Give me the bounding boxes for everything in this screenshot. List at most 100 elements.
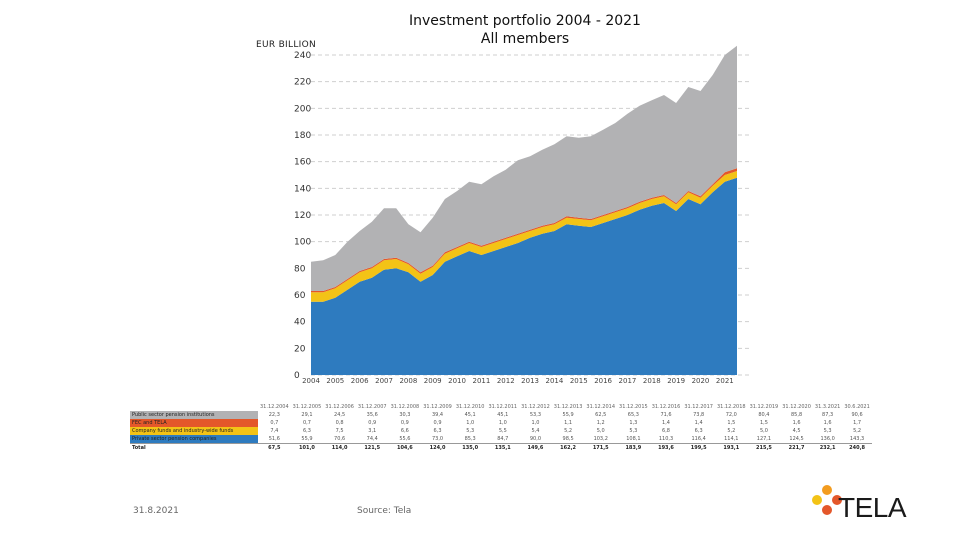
table-cell: 127,1 (756, 436, 772, 442)
table-header-row: 31.12.2004 31.12.2005 31.12.2006 31.12.2007… (130, 403, 872, 411)
x-tick-label: 2010 (448, 377, 466, 385)
table-total-label: Total (130, 443, 258, 452)
x-tick-label: 2020 (692, 377, 710, 385)
table-header-cell: 31.12.2006 (325, 404, 354, 410)
table-total-cell: 101,0 (290, 443, 324, 452)
data-table: 31.12.2004 31.12.2005 31.12.2006 31.12.2007… (130, 403, 872, 452)
table-header-cell: 31.12.2020 (782, 404, 811, 410)
footer-date: 31.8.2021 (133, 506, 179, 516)
table-cell: 62,5 (595, 412, 607, 418)
table-cell: 1,4 (662, 420, 670, 426)
table-header-cell: 31.12.2017 (684, 404, 713, 410)
table-row-label: Company funds and industry-wide funds (130, 427, 258, 435)
table-header-cell: 31.12.2009 (423, 404, 452, 410)
table-cell: 51,6 (268, 436, 280, 442)
table-cell: 45,1 (464, 412, 476, 418)
table-cell: 1,3 (629, 420, 638, 426)
table-header-cell: 31.12.2011 (488, 404, 518, 410)
table-cell: 1,7 (853, 420, 862, 426)
table-cell: 6,3 (302, 428, 311, 434)
x-tick-label: 2014 (546, 377, 564, 385)
table-cell: 143,3 (849, 436, 865, 442)
table-cell: 0,8 (335, 420, 344, 426)
table-cell: 87,3 (822, 412, 834, 418)
table-total-cell: 149,6 (519, 443, 552, 452)
area-series-0 (311, 177, 737, 375)
table-cell: 70,6 (334, 436, 346, 442)
table-cell: 0,9 (368, 420, 377, 426)
table-cell: 74,4 (366, 436, 378, 442)
table-total-cell: 215,5 (747, 443, 781, 452)
table-cell: 1,6 (823, 420, 832, 426)
table-cell: 45,1 (497, 412, 509, 418)
table-cell: 1,0 (466, 420, 475, 426)
table-cell: 1,1 (564, 420, 573, 426)
x-tick-label: 2006 (351, 377, 369, 385)
table-cell: 29,1 (301, 412, 313, 418)
table-row: FEC and TELA 0,7 0,7 0,8 0,9 0,9 0,9 1,0 1,0 1,0 1… (130, 419, 872, 427)
y-tick-label: 240 (294, 51, 311, 61)
table-total-cell: 135,0 (453, 443, 487, 452)
table-row: Public sector pension institutions 22,3 29… (130, 411, 872, 419)
table-cell: 1,2 (596, 420, 605, 426)
table-cell: 85,3 (464, 436, 476, 442)
table-cell: 5,0 (759, 428, 768, 434)
table-cell: 55,9 (562, 412, 574, 418)
y-axis-label: EUR BILLION (256, 40, 317, 50)
x-tick-label: 2008 (399, 377, 417, 385)
table-header-corner (130, 403, 258, 411)
y-tick-label: 140 (294, 184, 311, 194)
table-header-cell: 31.12.2015 (619, 404, 648, 410)
table-cell: 73,0 (431, 436, 444, 442)
table-cell: 98,5 (562, 436, 574, 442)
table-header-cell: 31.12.2004 (260, 404, 289, 410)
table-cell: 5,3 (823, 428, 832, 434)
y-tick-label: 60 (294, 291, 306, 301)
table-cell: 5,2 (564, 428, 573, 434)
table-cell: 7,5 (335, 428, 344, 434)
table-cell: 1,5 (759, 420, 768, 426)
table-header-cell: 31.12.2016 (651, 404, 681, 410)
table-cell: 5,2 (727, 428, 736, 434)
table-cell: 5,4 (531, 428, 540, 434)
logo-text: TELA (838, 492, 907, 523)
table-total-cell: 193,6 (649, 443, 683, 452)
chart-title-main: Investment portfolio 2004 - 2021 (409, 13, 641, 29)
table-cell: 6,8 (662, 428, 670, 434)
table-total-cell: 183,9 (617, 443, 650, 452)
table-header-cell: 31.12.2007 (357, 404, 387, 410)
table-header-cell: 31.12.2013 (553, 404, 583, 410)
table-cell: 1,0 (498, 420, 507, 426)
table-header-cell: 31.12.2010 (455, 404, 485, 410)
x-tick-label: 2021 (716, 377, 734, 385)
x-tick-label: 2012 (497, 377, 515, 385)
table-cell: 80,4 (758, 412, 770, 418)
table-header-cell: 31.12.2005 (292, 404, 322, 410)
x-tick-label: 2009 (424, 377, 442, 385)
table-cell: 73,8 (693, 412, 705, 418)
x-tick-label: 2013 (521, 377, 539, 385)
x-tick-label: 2017 (619, 377, 637, 385)
table-cell: 136,0 (820, 436, 835, 442)
table-cell: 103,2 (593, 436, 608, 442)
y-tick-label: 160 (294, 158, 311, 168)
table-total-cell: 67,5 (258, 443, 291, 452)
table-total-cell: 114,0 (323, 443, 356, 452)
y-tick-label: 200 (294, 104, 311, 114)
table-cell: 30,3 (399, 412, 411, 418)
table-cell: 1,5 (727, 420, 736, 426)
table-cell: 71,6 (660, 412, 672, 418)
table-cell: 90,0 (529, 436, 542, 442)
y-tick-label: 100 (294, 238, 311, 248)
portfolio-area-chart: 0 20 40 60 80 100 120 140 160 180 200 220 240 2004 200… (294, 45, 752, 385)
table-total-cell: 121,5 (355, 443, 389, 452)
table-row-label: Private sector pension companies (130, 435, 258, 444)
table-total-cell: 104,6 (388, 443, 422, 452)
table-cell: 6,3 (694, 428, 703, 434)
table-row: Private sector pension companies 51,6 55,9… (130, 435, 872, 444)
table-cell: 116,4 (691, 436, 706, 442)
table-cell: 7,4 (270, 428, 279, 434)
table-cell: 5,5 (498, 428, 507, 434)
x-tick-label: 2016 (594, 377, 612, 385)
table-header-cell: 30.6.2021 (844, 404, 870, 410)
